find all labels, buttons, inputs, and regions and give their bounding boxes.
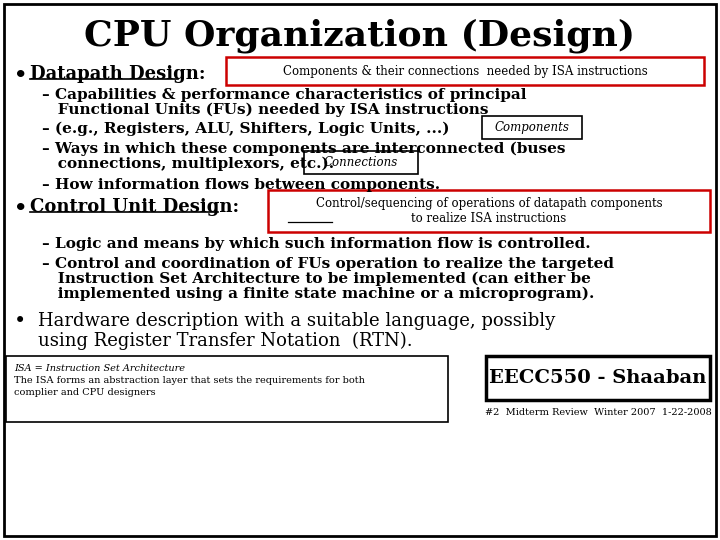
Text: Components & their connections  needed by ISA instructions: Components & their connections needed by… bbox=[283, 64, 647, 78]
Text: Control Unit Design:: Control Unit Design: bbox=[30, 198, 239, 216]
Text: Hardware description with a suitable language, possibly: Hardware description with a suitable lan… bbox=[38, 312, 555, 330]
Text: Control/sequencing of operations of datapath components: Control/sequencing of operations of data… bbox=[315, 198, 662, 211]
Text: – (e.g., Registers, ALU, Shifters, Logic Units, ...): – (e.g., Registers, ALU, Shifters, Logic… bbox=[42, 122, 449, 137]
Text: to realize ISA instructions: to realize ISA instructions bbox=[411, 212, 567, 225]
Text: #2  Midterm Review  Winter 2007  1-22-2008: #2 Midterm Review Winter 2007 1-22-2008 bbox=[485, 408, 711, 417]
Text: ISA = Instruction Set Architecture: ISA = Instruction Set Architecture bbox=[14, 364, 185, 373]
Text: Instruction Set Architecture to be implemented (can either be: Instruction Set Architecture to be imple… bbox=[42, 272, 591, 286]
Text: implemented using a finite state machine or a microprogram).: implemented using a finite state machine… bbox=[42, 287, 595, 301]
Text: •: • bbox=[14, 65, 27, 85]
Text: – Capabilities & performance characteristics of principal: – Capabilities & performance characteris… bbox=[42, 88, 526, 102]
Text: connections, multiplexors, etc.).: connections, multiplexors, etc.). bbox=[42, 157, 334, 171]
Text: – Logic and means by which such information flow is controlled.: – Logic and means by which such informat… bbox=[42, 237, 590, 251]
Text: The ISA forms an abstraction layer that sets the requirements for both: The ISA forms an abstraction layer that … bbox=[14, 376, 365, 385]
Text: using Register Transfer Notation  (RTN).: using Register Transfer Notation (RTN). bbox=[38, 332, 413, 350]
Text: – Control and coordination of FUs operation to realize the targeted: – Control and coordination of FUs operat… bbox=[42, 257, 614, 271]
Text: CPU Organization (Design): CPU Organization (Design) bbox=[84, 19, 636, 53]
Text: Components: Components bbox=[495, 121, 570, 134]
Text: – How information flows between components.: – How information flows between componen… bbox=[42, 178, 440, 192]
Text: Connections: Connections bbox=[324, 156, 398, 169]
Text: •: • bbox=[14, 198, 27, 218]
Text: Functional Units (FUs) needed by ISA instructions: Functional Units (FUs) needed by ISA ins… bbox=[42, 103, 488, 117]
Text: Datapath Design:: Datapath Design: bbox=[30, 65, 205, 83]
Text: complier and CPU designers: complier and CPU designers bbox=[14, 388, 156, 397]
Text: •: • bbox=[14, 312, 26, 331]
Text: EECC550 - Shaaban: EECC550 - Shaaban bbox=[490, 369, 707, 387]
Text: – Ways in which these components are interconnected (buses: – Ways in which these components are int… bbox=[42, 142, 565, 157]
